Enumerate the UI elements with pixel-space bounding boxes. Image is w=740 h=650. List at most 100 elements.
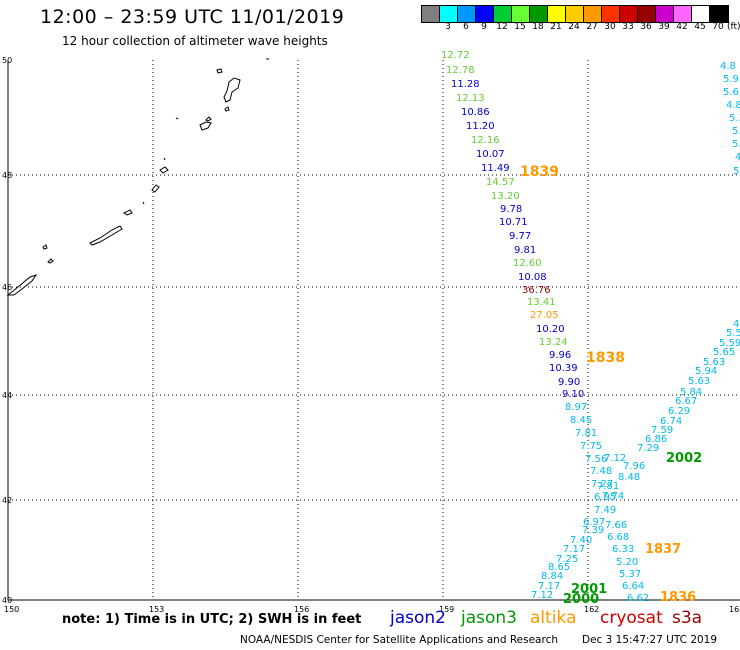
lat-tick-label: 40 bbox=[2, 596, 12, 605]
lat-tick-label: 46 bbox=[2, 283, 12, 292]
wave-height-label: 5.9 bbox=[723, 74, 739, 85]
wave-height-label: 5.65 bbox=[713, 347, 735, 358]
wave-height-label: 6.95 bbox=[594, 492, 616, 503]
color-label: 21 bbox=[550, 22, 562, 32]
island-outline bbox=[47, 258, 54, 264]
wave-height-label: 8.48 bbox=[618, 472, 640, 483]
wave-height-label: 7.17 bbox=[563, 544, 585, 555]
wave-height-label: 6.86 bbox=[645, 434, 667, 445]
wave-height-label: 10.71 bbox=[499, 217, 528, 228]
lon-tick-label: 156 bbox=[294, 605, 309, 614]
wave-height-label: 12.72 bbox=[441, 50, 470, 61]
color-swatch bbox=[422, 6, 440, 22]
island-dot bbox=[163, 157, 166, 161]
wave-height-label: 9.90 bbox=[558, 377, 580, 388]
color-label: 3 bbox=[445, 22, 451, 32]
footer-note: note: 1) Time is in UTC; 2) SWH is in fe… bbox=[62, 612, 362, 627]
color-swatch bbox=[656, 6, 674, 22]
wave-height-label: 6.62 bbox=[627, 593, 649, 604]
wave-height-label: 7.66 bbox=[605, 520, 627, 531]
wave-height-label: 7.25 bbox=[556, 554, 578, 565]
wave-height-label: 7.40 bbox=[570, 535, 592, 546]
pass-time-label: 2001 bbox=[571, 582, 607, 597]
pass-time-label: 2000 bbox=[563, 592, 599, 607]
color-swatch bbox=[440, 6, 458, 22]
island-outline bbox=[123, 209, 133, 216]
wave-height-label: 5.84 bbox=[680, 387, 702, 398]
credit-line: NOAA/NESDIS Center for Satellite Applica… bbox=[240, 634, 558, 646]
wave-height-label: 6.64 bbox=[622, 581, 644, 592]
wave-height-label: 8.84 bbox=[541, 571, 563, 582]
wave-height-label: 4 bbox=[733, 319, 739, 330]
wave-height-label: 5. bbox=[732, 139, 740, 150]
island-outline bbox=[159, 166, 169, 174]
color-swatch bbox=[494, 6, 512, 22]
color-label: 15 bbox=[514, 22, 526, 32]
pass-time-label: 1837 bbox=[645, 542, 681, 557]
color-label: 45 bbox=[694, 22, 706, 32]
color-label: 12 bbox=[496, 22, 508, 32]
wave-height-label: 8.45 bbox=[570, 415, 592, 426]
wave-height-label: 8.65 bbox=[548, 562, 570, 573]
wave-height-label: 13.41 bbox=[527, 297, 556, 308]
color-swatch bbox=[566, 6, 584, 22]
wave-height-label: 4.8 bbox=[726, 100, 740, 111]
island-outline bbox=[224, 106, 230, 112]
lon-tick-label: 153 bbox=[149, 605, 164, 614]
page-title: 12:00 – 23:59 UTC 11/01/2019 bbox=[40, 6, 345, 28]
legend-s3a: s3a bbox=[672, 608, 703, 628]
color-label: 33 bbox=[622, 22, 634, 32]
wave-height-label: 12.16 bbox=[471, 135, 500, 146]
wave-height-label: 7.49 bbox=[594, 505, 616, 516]
color-swatch bbox=[512, 6, 530, 22]
wave-height-label: 7.12 bbox=[531, 590, 553, 601]
color-label: 24 bbox=[568, 22, 580, 32]
wave-height-label: 5 bbox=[733, 166, 739, 177]
lon-tick-label: 150 bbox=[4, 605, 19, 614]
color-label: 6 bbox=[463, 22, 469, 32]
wave-height-label: 36.76 bbox=[522, 285, 551, 296]
color-swatch bbox=[584, 6, 602, 22]
color-swatch bbox=[458, 6, 476, 22]
wave-height-label: 10.07 bbox=[476, 149, 505, 160]
wave-height-label: 7.12 bbox=[604, 453, 626, 464]
wave-height-label: 14.57 bbox=[486, 177, 515, 188]
wave-height-label: 9.78 bbox=[500, 204, 522, 215]
wave-height-label: 27.05 bbox=[530, 310, 559, 321]
island-outline bbox=[6, 274, 38, 296]
wave-height-label: 9.77 bbox=[509, 231, 531, 242]
color-label: 18 bbox=[532, 22, 544, 32]
wave-height-label: 7.39 bbox=[582, 525, 604, 536]
wave-height-label: 12.78 bbox=[446, 65, 475, 76]
legend-altika: altika bbox=[530, 608, 577, 628]
wave-height-label: 6.74 bbox=[660, 416, 682, 427]
color-swatch bbox=[476, 6, 494, 22]
wave-height-label: 10.20 bbox=[536, 324, 565, 335]
island-outline bbox=[42, 244, 48, 250]
wave-height-label: 11.20 bbox=[466, 121, 495, 132]
color-label: 30 bbox=[604, 22, 616, 32]
color-swatch bbox=[602, 6, 620, 22]
wave-height-label: 9.96 bbox=[549, 350, 571, 361]
wave-height-label: 5.94 bbox=[695, 366, 717, 377]
generated-timestamp: Dec 3 15:47:27 UTC 2019 bbox=[582, 634, 718, 646]
legend-jason2: jason2 bbox=[390, 608, 446, 628]
color-scale-unit: (ft) bbox=[727, 22, 740, 32]
map-frame bbox=[7, 60, 740, 601]
island-outline bbox=[199, 121, 212, 131]
wave-height-label: 4.8 bbox=[720, 61, 736, 72]
island-outline bbox=[216, 68, 223, 74]
island-outline bbox=[205, 116, 212, 122]
wave-height-label: 7.96 bbox=[623, 461, 645, 472]
lat-tick-label: 50 bbox=[2, 56, 12, 65]
legend-cryosat: cryosat bbox=[600, 608, 663, 628]
lat-tick-label: 42 bbox=[2, 496, 12, 505]
wave-height-label: 7.48 bbox=[590, 466, 612, 477]
lat-tick-label: 48 bbox=[2, 171, 12, 180]
wave-height-label: 5.37 bbox=[619, 569, 641, 580]
pass-time-label: 1838 bbox=[586, 350, 625, 366]
wave-height-label: 6.68 bbox=[607, 532, 629, 543]
wave-height-label: 7.59 bbox=[651, 425, 673, 436]
wave-height-label: 13.20 bbox=[491, 191, 520, 202]
